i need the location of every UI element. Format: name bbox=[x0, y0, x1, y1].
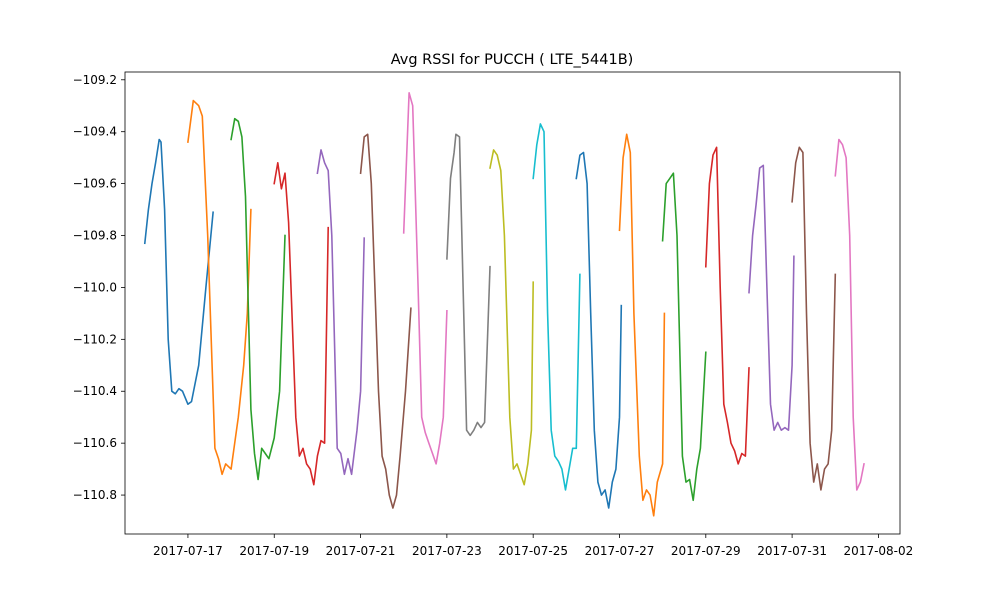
y-tick-label: −109.8 bbox=[73, 229, 117, 243]
series-line-14 bbox=[704, 146, 750, 465]
x-tick-label: 2017-07-27 bbox=[585, 544, 655, 558]
series-line-3 bbox=[230, 117, 286, 481]
y-tick-label: −109.6 bbox=[73, 177, 117, 191]
x-tick-label: 2017-07-21 bbox=[326, 544, 396, 558]
x-tick-label: 2017-07-19 bbox=[239, 544, 309, 558]
x-tick-label: 2017-07-29 bbox=[671, 544, 741, 558]
y-tick-label: −110.0 bbox=[73, 280, 117, 294]
series-line-17 bbox=[834, 138, 865, 491]
series-line-5 bbox=[316, 149, 366, 476]
x-tick-label: 2017-07-31 bbox=[757, 544, 827, 558]
series-line-13 bbox=[661, 172, 707, 502]
x-tick-label: 2017-07-25 bbox=[498, 544, 568, 558]
series-line-11 bbox=[575, 151, 623, 509]
y-tick-label: −110.2 bbox=[73, 332, 117, 346]
series-line-2 bbox=[187, 99, 252, 476]
series-line-4 bbox=[273, 162, 330, 486]
x-axis: 2017-07-17 2017-07-19 2017-07-21 2017-07-23… bbox=[153, 534, 913, 558]
chart-title: Avg RSSI for PUCCH ( LTE_5441B) bbox=[391, 52, 634, 68]
y-tick-label: −110.8 bbox=[73, 488, 117, 502]
x-tick-label: 2017-07-23 bbox=[412, 544, 482, 558]
y-tick-label: −110.6 bbox=[73, 436, 117, 450]
series-line-8 bbox=[446, 133, 491, 437]
series-line-1 bbox=[143, 138, 214, 406]
series-line-16 bbox=[791, 146, 837, 491]
series-line-12 bbox=[618, 133, 666, 517]
y-tick-label: −109.4 bbox=[73, 125, 117, 139]
y-tick-label: −109.2 bbox=[73, 73, 117, 87]
series-line-10 bbox=[532, 123, 581, 491]
plot-area-frame bbox=[124, 71, 901, 535]
series-line-6 bbox=[359, 133, 412, 509]
x-tick-label: 2017-08-02 bbox=[844, 544, 914, 558]
y-tick-label: −110.4 bbox=[73, 384, 117, 398]
series-line-9 bbox=[489, 149, 535, 486]
x-tick-label: 2017-07-17 bbox=[153, 544, 223, 558]
series-layer bbox=[143, 92, 865, 517]
series-line-15 bbox=[748, 164, 795, 432]
y-axis: −109.2 −109.4 −109.6 −109.8 −110.0 −110.2 −110… bbox=[73, 73, 125, 502]
series-line-7 bbox=[402, 92, 448, 465]
